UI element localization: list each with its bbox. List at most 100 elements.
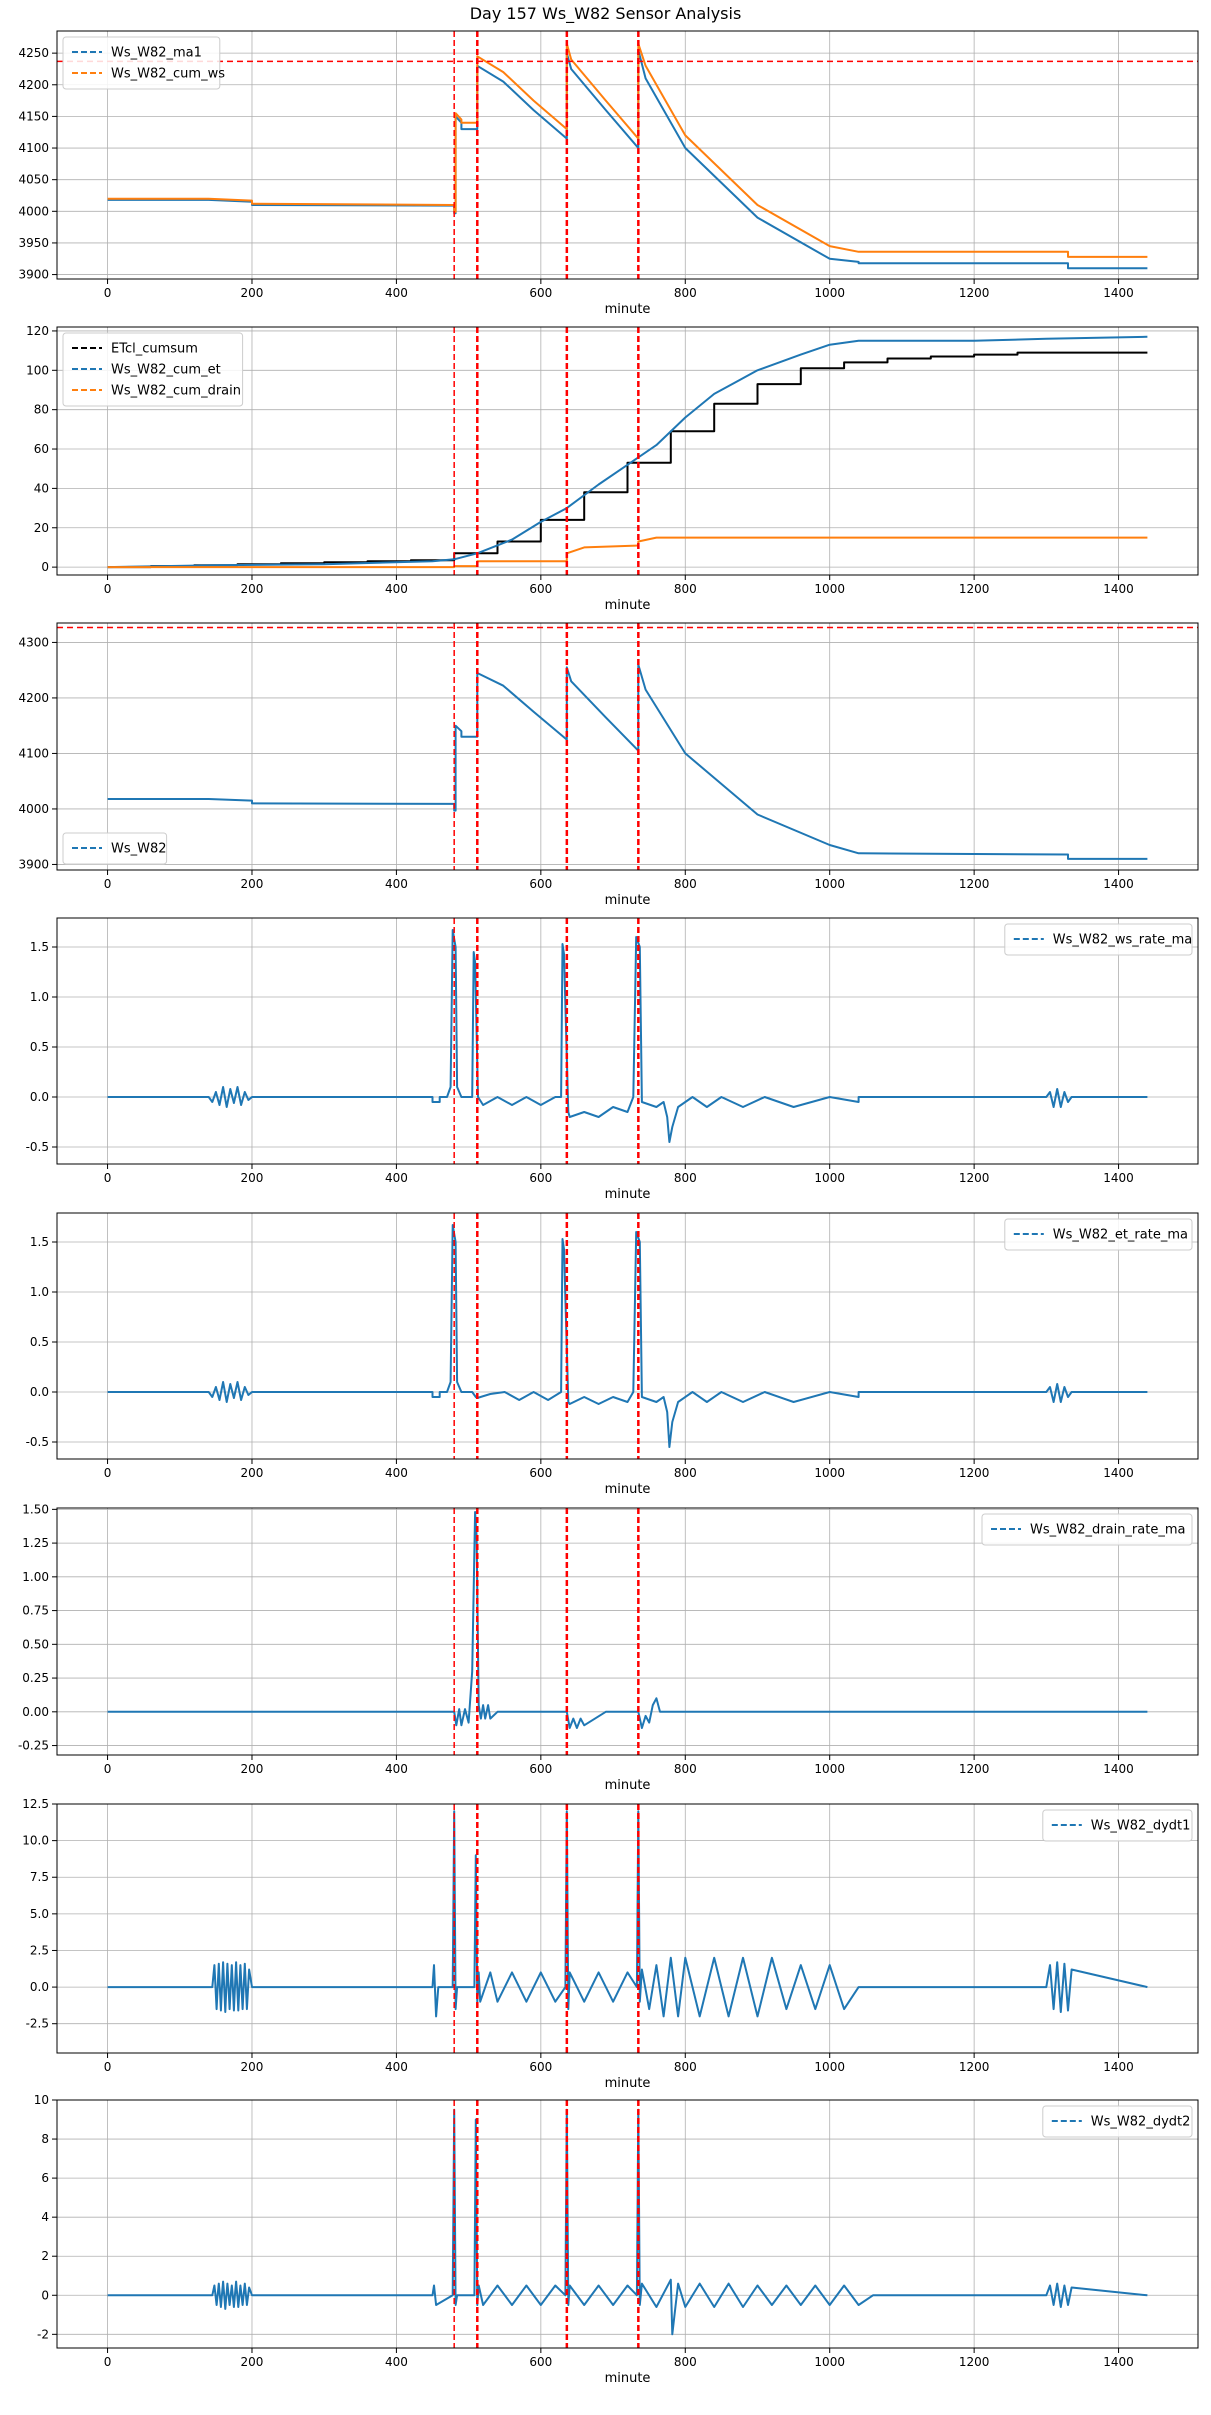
axes-frame [56, 1803, 1199, 2054]
x-tick-label: 1000 [814, 1466, 845, 1480]
x-tick-label: 200 [241, 582, 264, 596]
legend-label: Ws_W82_cum_et [111, 363, 221, 378]
x-tick-label: 200 [241, 2060, 264, 2074]
legend-box [1004, 923, 1193, 956]
x-axis-label: minute [605, 302, 651, 317]
x-tick-label: 400 [385, 1762, 408, 1776]
x-tick-label: 400 [385, 2060, 408, 2074]
y-tick-label: 40 [34, 481, 49, 495]
legend-label: Ws_W82_ws_rate_ma [1053, 933, 1192, 948]
x-axis-label: minute [605, 2371, 651, 2386]
x-tick-label: 800 [674, 2355, 697, 2369]
plot-area [107, 918, 1148, 1164]
x-tick-label: 1200 [959, 1762, 990, 1776]
legend-label: Ws_W82_et_rate_ma [1053, 1228, 1188, 1243]
x-tick-label: 400 [385, 582, 408, 596]
legend-box [1042, 1809, 1193, 1842]
y-tick-label: 4200 [18, 78, 49, 92]
y-tick-label: 6 [41, 2171, 49, 2185]
x-tick-label: 1200 [959, 877, 990, 891]
x-tick-label: 200 [241, 1762, 264, 1776]
y-tick-label: 0 [41, 2288, 49, 2302]
x-tick-label: 1400 [1103, 582, 1134, 596]
x-tick-label: 800 [674, 582, 697, 596]
y-tick-label: 0.75 [22, 1604, 49, 1618]
legend-label: ETcl_cumsum [111, 342, 198, 357]
x-tick-label: 1000 [814, 582, 845, 596]
x-tick-label: 600 [529, 1466, 552, 1480]
plot-area [107, 327, 1148, 575]
y-tick-label: 1.0 [30, 1285, 49, 1299]
series-line-Ws_W82_et_rate_ma [107, 1224, 1148, 1448]
x-tick-label: 800 [674, 1762, 697, 1776]
plot-area [57, 623, 1198, 870]
y-tick-label: 4300 [18, 635, 49, 649]
y-tick-label: 10 [34, 2093, 49, 2107]
y-tick-label: 0.0 [30, 1385, 49, 1399]
y-tick-label: 2 [41, 2249, 49, 2263]
y-tick-label: 1.5 [30, 940, 49, 954]
legend: Ws_W82_ws_rate_ma [1004, 923, 1193, 956]
y-tick-label: 12.5 [22, 1797, 49, 1811]
x-tick-label: 0 [104, 1762, 112, 1776]
x-tick-label: 1400 [1103, 286, 1134, 300]
x-tick-label: 600 [529, 2060, 552, 2074]
y-tick-label: 60 [34, 442, 49, 456]
x-tick-label: 600 [529, 286, 552, 300]
x-tick-label: 400 [385, 877, 408, 891]
legend-label: Ws_W82_drain_rate_ma [1030, 1523, 1185, 1538]
y-tick-label: 4050 [18, 173, 49, 187]
x-tick-label: 1400 [1103, 2060, 1134, 2074]
legend: Ws_W82_drain_rate_ma [981, 1513, 1193, 1546]
axes-frame [56, 1212, 1199, 1460]
x-tick-label: 0 [104, 582, 112, 596]
axes-frame [56, 2099, 1199, 2349]
y-tick-label: 4250 [18, 46, 49, 60]
axes-frame [56, 326, 1199, 576]
plot-area [107, 1508, 1148, 1755]
x-tick-label: 0 [104, 1171, 112, 1185]
x-tick-label: 1200 [959, 1466, 990, 1480]
series-line-Ws_W82_cum_et [107, 335, 1148, 569]
y-tick-label: 1.0 [30, 990, 49, 1004]
y-tick-label: 4 [41, 2210, 49, 2224]
y-tick-label: 10.0 [22, 1834, 49, 1848]
x-axis-label: minute [605, 1482, 651, 1497]
y-tick-label: 4000 [18, 802, 49, 816]
legend: ETcl_cumsum Ws_W82_cum_et Ws_W82_cum_drain [62, 332, 244, 407]
legend-box [62, 36, 221, 90]
y-tick-label: 4150 [18, 109, 49, 123]
x-tick-label: 400 [385, 1466, 408, 1480]
subplot-5: 0 200 400 600 800 1000 1200 1400 -0.5 0.0 0.5 1.0 1.… [26, 1212, 1199, 1497]
legend: Ws_W82 [62, 832, 168, 865]
plot-area [107, 1213, 1148, 1459]
subplot-4: 0 200 400 600 800 1000 1200 1400 -0.5 0.0 0.5 1.0 1.… [26, 917, 1199, 1202]
plot-area [107, 1804, 1148, 2053]
figure-title: Day 157 Ws_W82 Sensor Analysis [469, 4, 742, 23]
x-tick-label: 600 [529, 582, 552, 596]
plot-area [107, 2100, 1148, 2348]
legend: Ws_W82_dydt2 [1042, 2105, 1193, 2138]
y-tick-label: 1.5 [30, 1235, 49, 1249]
x-tick-label: 200 [241, 2355, 264, 2369]
x-tick-label: 600 [529, 1171, 552, 1185]
y-tick-label: 0.0 [30, 1980, 49, 1994]
x-tick-label: 400 [385, 1171, 408, 1185]
x-tick-label: 1000 [814, 877, 845, 891]
y-tick-label: 4000 [18, 204, 49, 218]
subplot-2: 0 200 400 600 800 1000 1200 1400 0 20 40 60 80 100 120… [26, 324, 1199, 613]
y-tick-label: -0.5 [26, 1435, 49, 1449]
y-tick-label: 0.50 [22, 1637, 49, 1651]
series-line-Ws_W82_drain_rate_ma [107, 1511, 1148, 1729]
subplot-1: 0 200 400 600 800 1000 1200 1400 3900 3950 4000 405… [18, 30, 1199, 317]
y-tick-label: 7.5 [30, 1870, 49, 1884]
x-tick-label: 1200 [959, 2060, 990, 2074]
x-tick-label: 1000 [814, 1171, 845, 1185]
y-tick-label: 3950 [18, 236, 49, 250]
subplot-3: 0 200 400 600 800 1000 1200 1400 3900 4000 4100 420… [18, 622, 1199, 908]
x-tick-label: 400 [385, 286, 408, 300]
y-tick-label: 8 [41, 2132, 49, 2146]
legend: Ws_W82_ma1 Ws_W82_cum_ws [62, 36, 225, 90]
x-tick-label: 400 [385, 2355, 408, 2369]
x-tick-label: 0 [104, 877, 112, 891]
